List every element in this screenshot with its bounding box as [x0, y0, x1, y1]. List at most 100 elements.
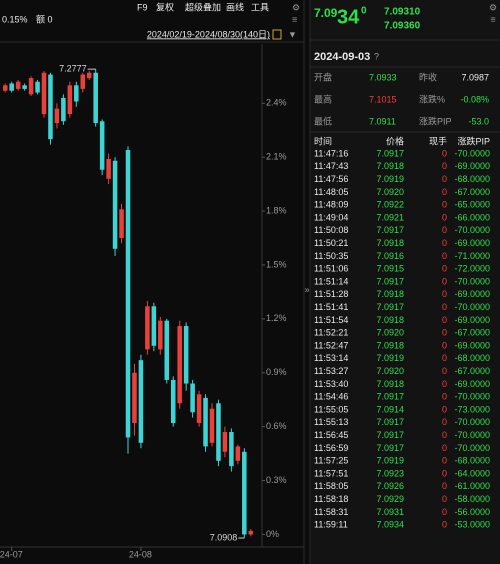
trade-volume: 0	[442, 161, 447, 171]
x-tick-label: 24-08	[129, 549, 152, 559]
candle-body	[177, 326, 182, 404]
trade-price: 7.0918	[376, 379, 404, 389]
trade-time: 11:51:06	[314, 264, 348, 274]
candle-body	[67, 85, 73, 115]
trade-price: 7.0917	[376, 302, 404, 312]
settings-icon[interactable]: ⚙	[292, 2, 300, 12]
trade-price: 7.0921	[376, 212, 404, 222]
trade-price: 7.0917	[376, 392, 404, 402]
trade-change: -69.0000	[454, 340, 490, 350]
trade-price: 7.0923	[376, 468, 404, 478]
trade-change: -70.0000	[454, 148, 490, 158]
trade-time: 11:56:59	[314, 443, 348, 453]
toolbar-button[interactable]: F9	[137, 2, 148, 12]
range-dropdown[interactable]: ▼	[288, 29, 297, 39]
trade-time: 11:54:46	[314, 392, 348, 402]
trade-price: 7.0916	[376, 251, 404, 261]
candle-body	[125, 149, 131, 438]
candle-body	[164, 320, 170, 380]
trade-time: 11:50:08	[314, 225, 348, 235]
toolbar-button[interactable]: 工具	[251, 2, 269, 12]
trade-change: -69.0000	[454, 161, 490, 171]
quote-label: 涨跌PIP	[419, 116, 452, 126]
trade-price: 7.0920	[376, 187, 404, 197]
trade-volume: 0	[442, 379, 447, 389]
trade-volume: 0	[442, 289, 447, 299]
trade-time: 11:51:14	[314, 276, 348, 286]
toolbar-button[interactable]: 复权	[156, 1, 174, 12]
high-label: 7.2777	[59, 64, 87, 74]
trade-volume: 0	[442, 315, 447, 325]
candle-body	[138, 360, 144, 443]
price-sup: 0	[361, 6, 367, 17]
trade-price: 7.0931	[376, 507, 404, 517]
toolbar-button[interactable]: 画线	[226, 1, 244, 12]
trade-price: 7.0918	[376, 289, 404, 299]
range-icon[interactable]	[272, 29, 282, 40]
toolbar-button[interactable]: 超级叠加	[185, 1, 221, 12]
trade-volume: 0	[442, 212, 447, 222]
trade-volume: 0	[442, 481, 447, 491]
trade-change: -70.0000	[454, 392, 490, 402]
trade-volume: 0	[442, 456, 447, 466]
menu-icon[interactable]: ≡	[292, 14, 297, 24]
trade-price: 7.0934	[376, 520, 404, 530]
trade-time: 11:52:21	[314, 328, 348, 338]
date-range[interactable]: 2024/02/19-2024/08/30(140日)	[147, 29, 270, 39]
quote-label: 最高	[314, 93, 332, 104]
trade-time: 11:58:31	[314, 507, 348, 517]
candle-body	[151, 306, 157, 346]
trade-time: 11:57:51	[314, 468, 348, 478]
candle-body	[203, 397, 208, 447]
trade-time: 11:58:05	[314, 481, 348, 491]
trade-volume: 0	[442, 174, 447, 184]
trade-time: 11:51:41	[314, 302, 348, 312]
candle-body	[145, 306, 150, 350]
candle-body	[209, 408, 215, 443]
collapse-arrow[interactable]: »	[304, 284, 309, 294]
settings-icon[interactable]: ⚙	[489, 2, 497, 12]
candle-body	[196, 394, 202, 424]
trade-time: 11:50:35	[314, 251, 348, 261]
trade-change: -70.0000	[454, 443, 490, 453]
trade-price: 7.0917	[376, 148, 404, 158]
trade-price: 7.0917	[376, 276, 404, 286]
y-tick-label: 1.5%	[266, 259, 287, 269]
trade-time: 11:58:18	[314, 494, 348, 504]
help-icon[interactable]: ?	[374, 51, 379, 61]
trade-price: 7.0915	[376, 264, 404, 274]
trade-time: 11:55:05	[314, 404, 348, 414]
candle-body	[41, 72, 47, 115]
trade-change: -67.0000	[454, 187, 490, 197]
trade-change: -68.0000	[454, 456, 490, 466]
trade-change: -58.0000	[454, 494, 490, 504]
trade-price: 7.0917	[376, 417, 404, 427]
candle-body	[74, 85, 79, 102]
trade-change: -66.0000	[454, 212, 490, 222]
candle-body	[132, 372, 137, 424]
quote-value: -53.0	[468, 116, 489, 126]
trades-header: 价格	[386, 135, 404, 146]
trade-volume: 0	[442, 443, 447, 453]
menu-icon[interactable]: ≡	[490, 14, 495, 24]
quote-value: -0.08%	[460, 94, 489, 104]
trade-time: 11:47:16	[314, 148, 348, 158]
trade-time: 11:53:40	[314, 379, 348, 389]
trades-header: 现手	[429, 135, 447, 146]
candle-body	[235, 446, 241, 461]
trade-volume: 0	[442, 468, 447, 478]
quote-label: 涨跌%	[419, 94, 445, 104]
trade-volume: 0	[442, 430, 447, 440]
quote-value: 7.0911	[369, 116, 396, 126]
trade-change: -68.0000	[454, 174, 490, 184]
trade-price: 7.0918	[376, 315, 404, 325]
candle-body	[35, 81, 40, 93]
candle-body	[183, 326, 189, 384]
trade-price: 7.0929	[376, 494, 404, 504]
trade-price: 7.0919	[376, 174, 404, 184]
trade-time: 11:56:45	[314, 430, 348, 440]
trade-price: 7.0926	[376, 481, 404, 491]
trade-change: -64.0000	[454, 468, 490, 478]
trade-volume: 0	[442, 187, 447, 197]
